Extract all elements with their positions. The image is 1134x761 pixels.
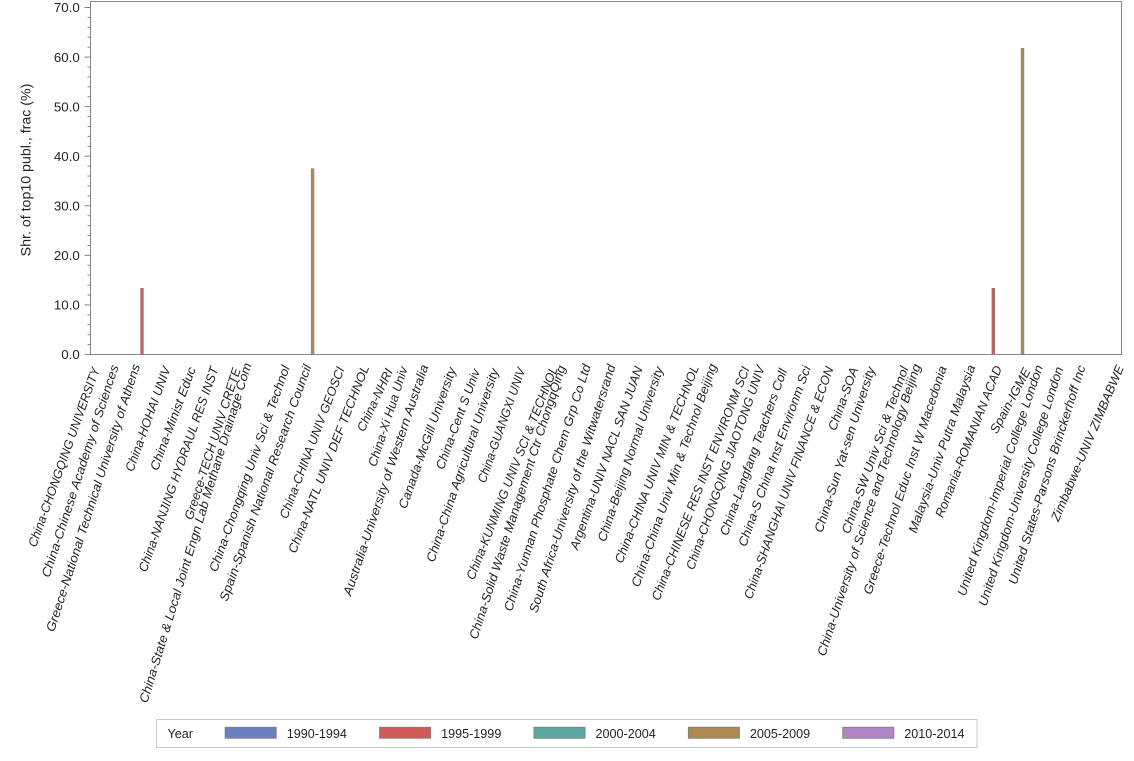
svg-text:2005-2009: 2005-2009 bbox=[750, 727, 810, 741]
svg-text:0.0: 0.0 bbox=[61, 347, 80, 362]
svg-text:Year: Year bbox=[168, 727, 193, 741]
svg-text:60.0: 60.0 bbox=[54, 50, 80, 65]
svg-text:2000-2004: 2000-2004 bbox=[596, 727, 656, 741]
svg-text:40.0: 40.0 bbox=[54, 149, 80, 164]
svg-text:50.0: 50.0 bbox=[54, 99, 80, 114]
svg-text:2010-2014: 2010-2014 bbox=[904, 727, 964, 741]
svg-text:30.0: 30.0 bbox=[54, 198, 80, 213]
svg-text:70.0: 70.0 bbox=[54, 0, 80, 15]
svg-text:1990-1994: 1990-1994 bbox=[287, 727, 347, 741]
svg-text:1995-1999: 1995-1999 bbox=[441, 727, 501, 741]
svg-text:10.0: 10.0 bbox=[54, 298, 80, 313]
svg-text:Shr. of top10 publ., frac (%): Shr. of top10 publ., frac (%) bbox=[19, 84, 35, 257]
svg-text:20.0: 20.0 bbox=[54, 248, 80, 263]
